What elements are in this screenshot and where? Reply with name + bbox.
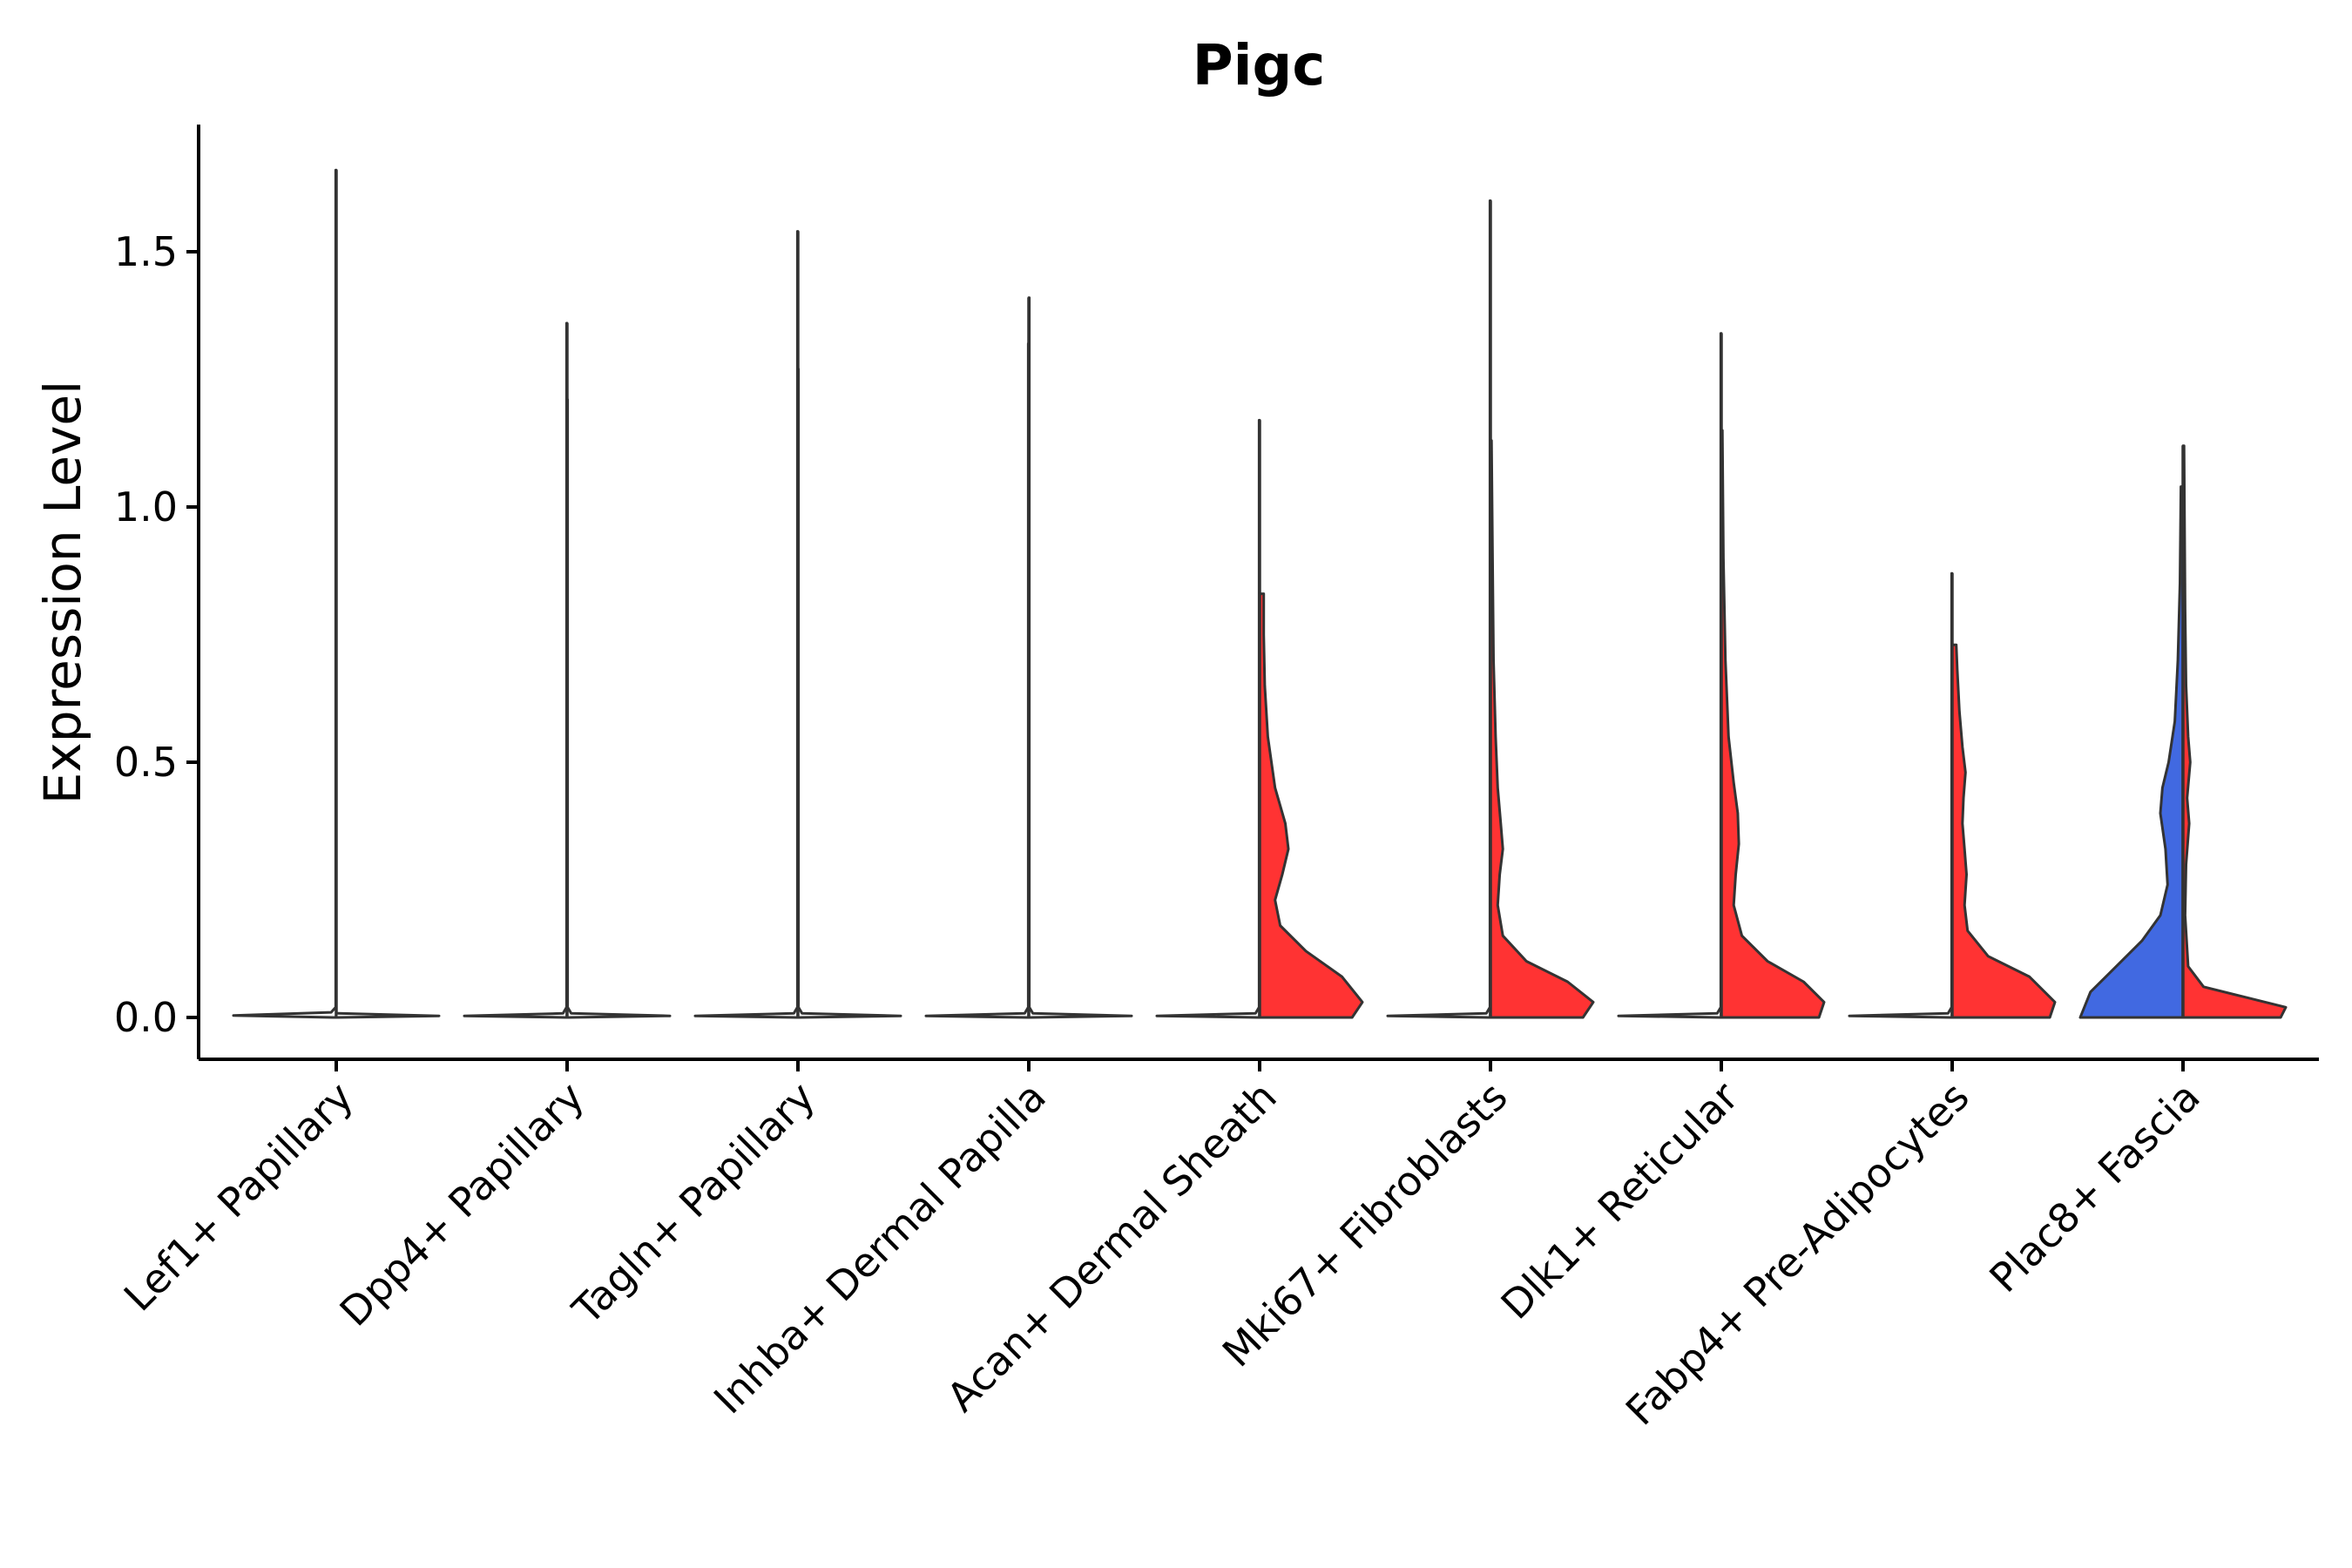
violins-group bbox=[232, 168, 2288, 1019]
y-tick-label: 1.0 bbox=[114, 483, 178, 531]
violin-7-left bbox=[1848, 571, 1954, 1019]
violin-1-right bbox=[565, 398, 672, 1019]
chart-title: Pigc bbox=[1193, 34, 1326, 98]
violin-0-right bbox=[335, 1011, 441, 1019]
violin-4-right bbox=[1258, 592, 1364, 1019]
violin-6-left bbox=[1617, 332, 1723, 1019]
y-tick-label: 0.5 bbox=[114, 739, 178, 786]
y-axis-label: Expression Level bbox=[33, 381, 92, 804]
violin-3-left bbox=[924, 342, 1031, 1019]
violin-1-left bbox=[463, 321, 569, 1019]
violin-3-right bbox=[1027, 296, 1133, 1019]
violin-2-right bbox=[796, 368, 902, 1019]
violin-4-left bbox=[1155, 418, 1261, 1019]
violin-5-right bbox=[1489, 439, 1595, 1019]
violin-8-right bbox=[2181, 444, 2288, 1019]
x-category-label: Dpp4+ Papillary bbox=[331, 1073, 593, 1335]
x-category-label: Lef1+ Papillary bbox=[115, 1073, 362, 1321]
violin-5-left bbox=[1386, 199, 1492, 1019]
x-category-label: Tagln+ Papillary bbox=[563, 1073, 824, 1335]
x-category-label: Dlk1+ Reticular bbox=[1492, 1073, 1747, 1328]
y-tick-label: 0.0 bbox=[114, 994, 178, 1041]
violin-6-right bbox=[1720, 429, 1826, 1019]
y-tick-label: 1.5 bbox=[114, 228, 178, 275]
x-category-label: Plac8+ Fascia bbox=[1980, 1073, 2208, 1301]
violin-2-left bbox=[693, 230, 800, 1019]
violin-7-right bbox=[1950, 643, 2057, 1019]
violin-8-left bbox=[2078, 485, 2185, 1019]
violin-0-left bbox=[232, 168, 338, 1019]
y-axis: 0.0 0.5 1.0 1.5 bbox=[114, 125, 200, 1059]
